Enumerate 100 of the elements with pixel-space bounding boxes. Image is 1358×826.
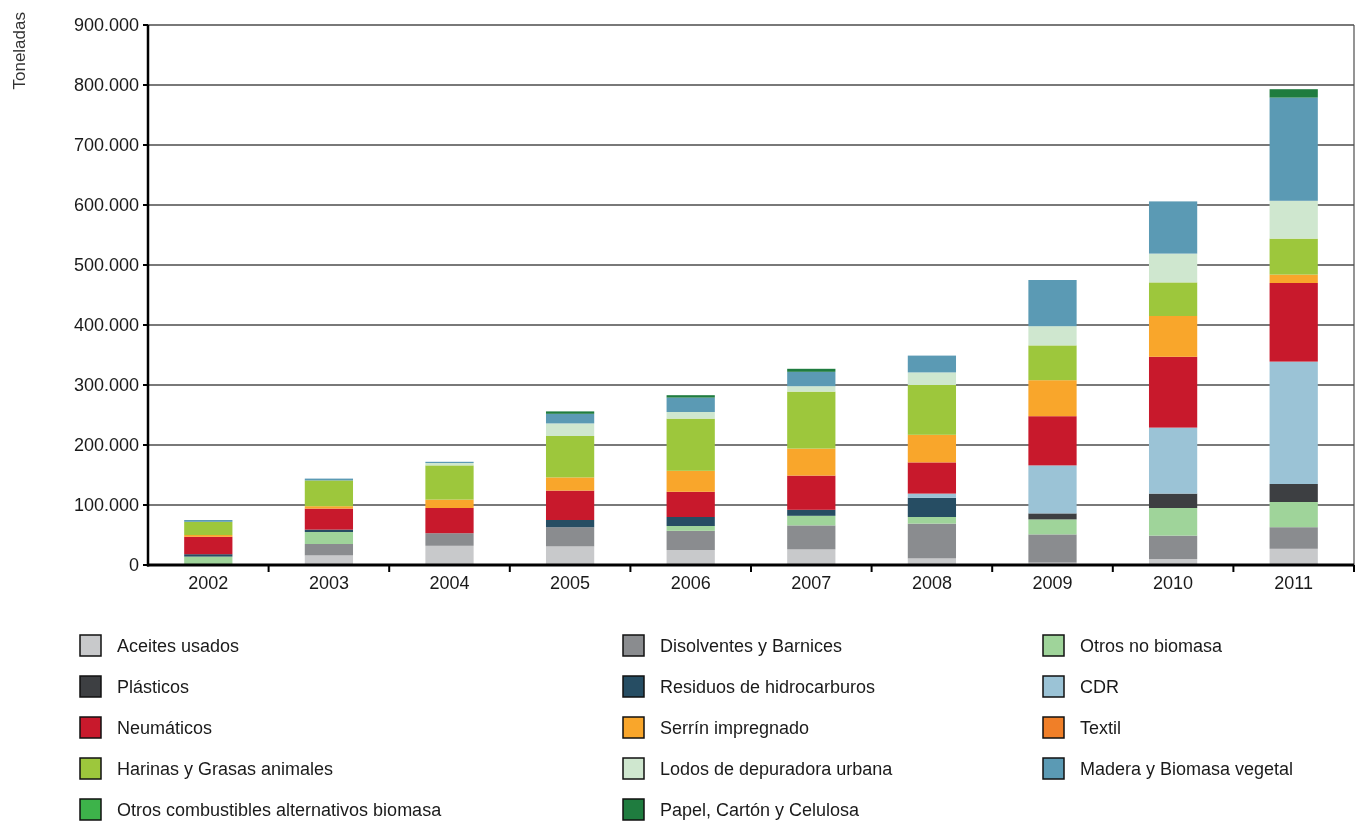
y-axis-title: Toneladas [10, 12, 29, 90]
legend-label: Papel, Cartón y Celulosa [660, 800, 861, 820]
bar [545, 436, 595, 478]
bar [1148, 316, 1198, 357]
bar [1028, 513, 1077, 520]
bar [1028, 519, 1077, 535]
bar [907, 558, 957, 565]
legend-label: CDR [1080, 677, 1119, 697]
bar [666, 517, 715, 526]
bar [545, 490, 595, 520]
bar [1269, 89, 1318, 98]
bar [1269, 97, 1318, 201]
bar [787, 371, 836, 387]
bar [907, 372, 957, 385]
bar [666, 412, 715, 419]
bar [1269, 548, 1318, 565]
x-tick-label: 2008 [911, 573, 952, 593]
legend-label: Serrín impregnado [660, 718, 810, 738]
bar [1028, 534, 1077, 563]
bar [184, 521, 233, 535]
y-tick-label: 200.000 [73, 435, 139, 455]
bar [787, 475, 836, 510]
bar [184, 536, 233, 555]
bar [1028, 465, 1077, 514]
bar [907, 462, 957, 494]
x-tick-label: 2005 [550, 573, 591, 593]
bar [304, 544, 354, 556]
x-tick-label: 2004 [429, 573, 470, 593]
bar [1148, 535, 1198, 559]
bar [1269, 274, 1318, 283]
bar [545, 423, 595, 436]
bar [787, 448, 836, 476]
bar [1269, 200, 1318, 239]
legend-label: Otros combustibles alternativos biomasa [117, 800, 443, 820]
x-tick-label: 2006 [670, 573, 711, 593]
bar [787, 549, 836, 565]
bar [425, 465, 474, 500]
legend-label: Otros no biomasa [1080, 636, 1224, 656]
bar [1028, 345, 1077, 381]
x-tick-label: 2007 [791, 573, 832, 593]
bar [1148, 356, 1198, 428]
x-tick-label: 2002 [188, 573, 229, 593]
bar [666, 395, 715, 398]
bar [1148, 493, 1198, 508]
bar [1028, 326, 1077, 346]
bar [425, 508, 474, 534]
bar [304, 555, 354, 565]
x-tick-label: 2010 [1153, 573, 1194, 593]
bar [666, 550, 715, 565]
bar [304, 480, 354, 507]
y-tick-label: 500.000 [73, 255, 139, 275]
legend-label: Plásticos [117, 677, 190, 697]
bar [425, 533, 474, 546]
bar [545, 411, 595, 414]
bar [1269, 283, 1318, 362]
legend-label: Residuos de hidrocarburos [660, 677, 876, 697]
bar [545, 477, 595, 491]
bar [787, 391, 836, 449]
bar [666, 397, 715, 412]
bar [304, 506, 354, 509]
y-tick-label: 400.000 [73, 315, 139, 335]
bar [666, 530, 715, 550]
bar [666, 470, 715, 492]
bar [304, 532, 354, 544]
bar [1148, 201, 1198, 254]
bar [1269, 502, 1318, 528]
bar [1148, 253, 1198, 283]
x-tick-label: 2011 [1274, 573, 1314, 593]
y-tick-label: 300.000 [73, 375, 139, 395]
bar [787, 368, 836, 372]
y-tick-label: 800.000 [73, 75, 139, 95]
legend-label: Textil [1080, 718, 1122, 738]
bar [907, 355, 957, 373]
bar [545, 546, 595, 565]
bar [184, 554, 233, 557]
bar [1269, 361, 1318, 484]
bar [1148, 282, 1198, 316]
bar [907, 497, 957, 517]
legend-label: Aceites usados [117, 636, 240, 656]
legend-label: Harinas y Grasas animales [117, 759, 334, 779]
bar [787, 509, 836, 516]
bar [907, 434, 957, 463]
bar [666, 526, 715, 531]
legend-label: Neumáticos [117, 718, 213, 738]
bar [1269, 238, 1318, 275]
bar [1028, 416, 1077, 466]
bar [304, 508, 354, 530]
x-tick-label: 2003 [308, 573, 349, 593]
x-tick-label: 2009 [1032, 573, 1073, 593]
bar [1028, 380, 1077, 417]
bar [787, 525, 836, 550]
legend-label: Lodos de depuradora urbana [660, 759, 894, 779]
bar [787, 386, 836, 392]
legend-label: Disolventes y Barnices [660, 636, 843, 656]
y-tick-label: 100.000 [73, 495, 139, 515]
legend-label: Madera y Biomasa vegetal [1080, 759, 1294, 779]
bar [907, 385, 957, 435]
bar [907, 523, 957, 559]
bar [1269, 527, 1318, 549]
bar [545, 527, 595, 547]
